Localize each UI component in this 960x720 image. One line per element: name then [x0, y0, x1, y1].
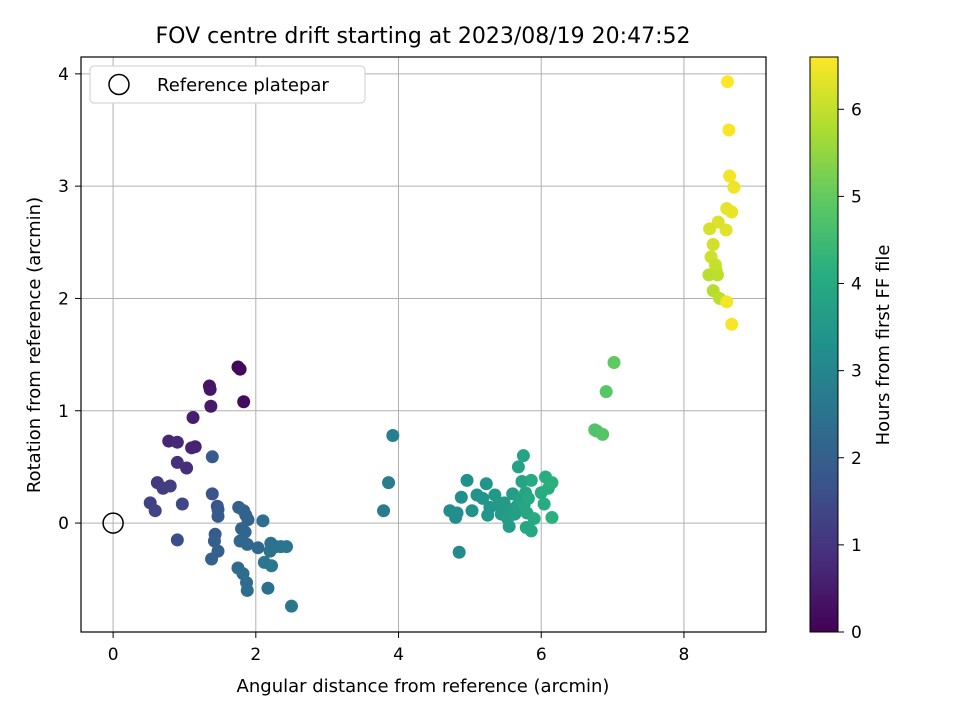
colorbar-tick-label: 0	[851, 623, 862, 643]
scatter-point	[702, 268, 716, 282]
scatter-point	[284, 599, 298, 613]
scatter-point	[545, 476, 559, 490]
scatter-point	[170, 435, 184, 449]
scatter-point	[720, 202, 734, 216]
y-tick-label: 3	[58, 177, 69, 197]
legend-label: Reference platepar	[157, 75, 329, 96]
scatter-point	[280, 540, 293, 554]
colorbar-gradient	[809, 56, 839, 633]
scatter-point	[727, 180, 741, 194]
scatter-point	[186, 410, 200, 424]
scatter-point	[256, 514, 270, 528]
scatter-point	[377, 504, 391, 518]
scatter-point	[537, 497, 551, 511]
scatter-point	[719, 223, 733, 237]
y-tick-label: 0	[58, 514, 69, 534]
scatter-point	[261, 581, 275, 595]
scatter-point	[502, 519, 516, 533]
scatter-point	[148, 504, 162, 518]
scatter-point	[163, 479, 177, 493]
axis-ticks: 0 2 4 6 8 0 1 2 3 4	[58, 65, 689, 665]
scatter-point	[170, 455, 184, 469]
scatter-point	[465, 504, 479, 518]
y-tick-label: 4	[58, 65, 69, 85]
scatter-point	[722, 123, 736, 137]
scatter-point	[205, 487, 219, 501]
colorbar-tick-label: 3	[851, 362, 862, 382]
y-tick-label: 2	[58, 289, 69, 309]
scatter-point	[476, 491, 490, 505]
x-tick-label: 8	[679, 645, 690, 665]
colorbar-tick-label: 1	[851, 536, 862, 556]
scatter-point	[241, 513, 255, 527]
scatter-point	[175, 497, 189, 511]
colorbar-tick-label: 2	[851, 449, 862, 469]
x-tick-label: 2	[250, 645, 261, 665]
scatter-point	[607, 355, 621, 369]
scatter-point	[170, 533, 184, 547]
scatter-point	[527, 512, 541, 526]
grid	[81, 57, 766, 632]
colorbar-tick-label: 5	[851, 187, 862, 207]
y-tick-label: 1	[58, 402, 69, 422]
scatter-point	[511, 460, 525, 474]
scatter-point	[460, 473, 474, 487]
colorbar-tick-label: 6	[851, 100, 862, 120]
scatter-point	[204, 399, 218, 413]
scatter-point	[596, 427, 610, 441]
scatter-point	[205, 552, 219, 566]
x-tick-label: 0	[108, 645, 119, 665]
reference-platepar-marker	[102, 512, 124, 534]
scatter-points	[102, 75, 741, 613]
scatter-point	[720, 295, 734, 309]
scatter-point	[240, 537, 254, 551]
scatter-point	[454, 490, 468, 504]
scatter-point	[450, 506, 464, 520]
scatter-point	[207, 534, 221, 548]
colorbar-tick-label: 4	[851, 275, 862, 295]
scatter-point	[211, 509, 225, 523]
colorbar-label: Hours from first FF file	[873, 245, 894, 446]
scatter-point	[205, 450, 219, 464]
scatter-point	[386, 428, 400, 442]
scatter-point	[516, 449, 530, 463]
scatter-point	[237, 395, 251, 409]
scatter-point	[452, 545, 466, 559]
scatter-point	[185, 441, 199, 455]
scatter-point	[203, 382, 217, 396]
scatter-point	[521, 491, 535, 505]
scatter-point	[599, 385, 613, 399]
scatter-point	[723, 169, 737, 183]
scatter-point	[524, 473, 538, 487]
scatter-point	[240, 583, 254, 597]
scatter-point	[251, 541, 265, 555]
scatter-point	[479, 477, 493, 491]
scatter-point	[382, 476, 396, 490]
chart-title: FOV centre drift starting at 2023/08/19 …	[156, 24, 691, 49]
colorbar: 0 1 2 3 4 5 6 Hours from first FF file	[809, 56, 894, 643]
scatter-point	[545, 510, 559, 524]
x-tick-label: 4	[393, 645, 404, 665]
legend-box	[89, 65, 366, 104]
legend: Reference platepar	[89, 65, 366, 104]
scatter-point	[233, 362, 247, 376]
scatter-point	[706, 238, 720, 252]
scatter-point	[703, 222, 717, 236]
legend-reference-marker	[108, 73, 130, 96]
plot-frame	[80, 56, 767, 633]
x-tick-label: 6	[536, 645, 547, 665]
scatter-point	[524, 524, 538, 538]
scatter-point	[265, 559, 279, 573]
colorbar-ticks: 0 1 2 3 4 5 6	[838, 100, 862, 643]
scatter-point	[720, 75, 734, 89]
x-axis-label: Angular distance from reference (arcmin)	[237, 676, 610, 697]
scatter-point	[488, 488, 502, 502]
y-axis-label: Rotation from reference (arcmin)	[24, 197, 45, 493]
scatter-point	[725, 317, 739, 331]
